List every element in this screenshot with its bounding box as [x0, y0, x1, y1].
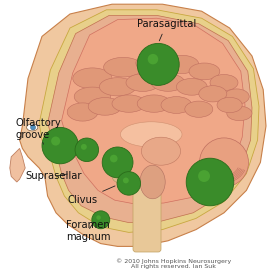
- Circle shape: [148, 54, 158, 64]
- Circle shape: [137, 43, 179, 85]
- Polygon shape: [48, 15, 252, 223]
- Ellipse shape: [136, 54, 172, 72]
- Circle shape: [186, 158, 234, 206]
- Circle shape: [123, 178, 129, 183]
- Ellipse shape: [217, 97, 242, 113]
- Ellipse shape: [176, 78, 207, 95]
- Text: Suprasellar: Suprasellar: [25, 171, 82, 181]
- Polygon shape: [62, 18, 245, 204]
- Ellipse shape: [185, 101, 213, 117]
- Circle shape: [117, 172, 141, 195]
- Ellipse shape: [31, 125, 36, 130]
- Circle shape: [198, 170, 210, 182]
- Circle shape: [102, 147, 133, 178]
- Text: Olfactory
groove: Olfactory groove: [15, 118, 61, 144]
- Polygon shape: [39, 10, 259, 232]
- Circle shape: [42, 127, 78, 164]
- Ellipse shape: [112, 169, 132, 183]
- Ellipse shape: [137, 95, 171, 112]
- Ellipse shape: [210, 74, 238, 91]
- Text: Foramen
magnum: Foramen magnum: [66, 220, 110, 242]
- FancyBboxPatch shape: [133, 185, 161, 252]
- Circle shape: [75, 138, 99, 162]
- Ellipse shape: [120, 122, 182, 147]
- Ellipse shape: [88, 98, 122, 115]
- Ellipse shape: [227, 106, 252, 121]
- Ellipse shape: [140, 165, 165, 199]
- Circle shape: [51, 137, 60, 146]
- Text: Clivus: Clivus: [67, 186, 115, 205]
- Ellipse shape: [27, 124, 38, 131]
- Ellipse shape: [165, 55, 199, 74]
- Ellipse shape: [151, 74, 185, 91]
- Circle shape: [96, 215, 101, 220]
- Circle shape: [81, 144, 87, 150]
- Ellipse shape: [126, 74, 160, 92]
- Circle shape: [92, 211, 110, 229]
- Text: Parasagittal: Parasagittal: [137, 19, 196, 41]
- Ellipse shape: [99, 78, 136, 96]
- Ellipse shape: [74, 87, 111, 106]
- Circle shape: [110, 155, 118, 162]
- Ellipse shape: [189, 63, 220, 80]
- Ellipse shape: [112, 95, 146, 112]
- Ellipse shape: [67, 103, 98, 121]
- Ellipse shape: [141, 137, 181, 165]
- Ellipse shape: [224, 89, 249, 104]
- Ellipse shape: [199, 138, 249, 187]
- Text: © 2010 Johns Hopkins Neurosurgery
All rights reserved. Ian Suk: © 2010 Johns Hopkins Neurosurgery All ri…: [116, 258, 231, 269]
- Polygon shape: [10, 148, 25, 182]
- Polygon shape: [20, 4, 266, 246]
- Ellipse shape: [73, 68, 112, 89]
- Ellipse shape: [161, 97, 192, 113]
- Ellipse shape: [104, 57, 143, 77]
- Ellipse shape: [199, 86, 227, 102]
